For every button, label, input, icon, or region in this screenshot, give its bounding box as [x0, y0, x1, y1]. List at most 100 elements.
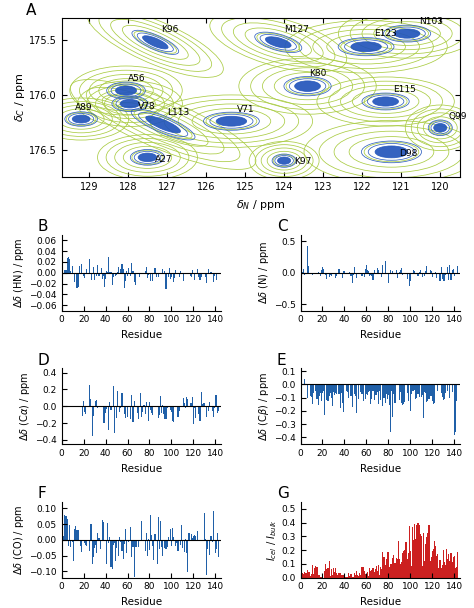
Bar	[432, 550, 433, 578]
Bar	[334, 572, 335, 578]
Bar	[145, 540, 146, 550]
Bar	[82, 540, 83, 541]
Bar	[321, 577, 322, 578]
Bar	[158, 406, 159, 418]
Bar	[89, 385, 90, 406]
Bar	[120, 406, 121, 408]
Bar	[453, 269, 454, 273]
Bar	[155, 273, 156, 277]
Bar	[106, 406, 107, 409]
Bar	[442, 384, 443, 396]
Bar	[96, 540, 97, 553]
Bar	[392, 558, 393, 578]
Bar	[204, 273, 205, 274]
Bar	[370, 273, 371, 275]
Bar	[184, 273, 185, 274]
Bar	[94, 273, 95, 280]
Bar	[69, 259, 70, 273]
Bar	[313, 384, 314, 393]
Bar	[370, 572, 371, 578]
Bar	[374, 569, 376, 578]
X-axis label: Residue: Residue	[360, 597, 401, 607]
Bar	[450, 273, 452, 280]
Bar	[314, 568, 315, 578]
Text: A: A	[26, 3, 36, 18]
Bar	[106, 271, 107, 273]
Bar	[354, 573, 355, 578]
Bar	[95, 540, 96, 545]
Bar	[195, 273, 196, 274]
Bar	[118, 267, 119, 273]
Text: K96: K96	[161, 24, 179, 33]
Bar	[448, 554, 449, 578]
Bar	[113, 273, 114, 277]
Bar	[384, 261, 386, 273]
Bar	[402, 273, 403, 275]
X-axis label: Residue: Residue	[121, 597, 162, 607]
Bar	[217, 273, 218, 274]
Text: F: F	[38, 486, 46, 501]
Bar	[399, 559, 400, 578]
Bar	[329, 273, 331, 275]
Bar	[424, 273, 425, 275]
Bar	[445, 273, 446, 275]
Bar	[386, 384, 387, 394]
Bar	[195, 406, 196, 418]
Bar	[320, 384, 321, 393]
Bar	[339, 573, 341, 578]
Bar	[452, 562, 453, 578]
Bar	[404, 550, 405, 578]
Bar	[66, 258, 68, 273]
Bar	[170, 273, 171, 278]
Bar	[362, 384, 363, 394]
Bar	[192, 396, 193, 406]
Bar	[103, 522, 104, 540]
Bar	[312, 273, 313, 275]
Bar	[347, 384, 348, 392]
Bar	[454, 556, 455, 578]
Bar	[215, 395, 216, 406]
Bar	[426, 384, 428, 402]
Bar	[356, 571, 357, 578]
Bar	[414, 384, 415, 390]
Bar	[320, 577, 321, 578]
Bar	[348, 573, 349, 578]
Ellipse shape	[143, 36, 168, 49]
Bar	[346, 273, 347, 274]
Bar	[448, 273, 449, 280]
Bar	[338, 384, 339, 395]
Bar	[313, 574, 314, 578]
Bar	[350, 574, 352, 578]
Bar	[131, 540, 132, 557]
Bar	[170, 528, 171, 540]
Bar	[124, 273, 125, 288]
Bar	[317, 567, 318, 578]
Bar	[440, 267, 442, 273]
Bar	[422, 273, 423, 277]
Bar	[200, 273, 201, 280]
Bar	[371, 570, 373, 578]
Bar	[434, 541, 435, 578]
Bar	[383, 384, 384, 398]
Bar	[422, 566, 423, 578]
Bar	[393, 555, 394, 578]
Bar	[72, 266, 73, 273]
Bar	[201, 404, 203, 406]
Bar	[140, 393, 141, 406]
Bar	[373, 384, 374, 391]
Bar	[436, 556, 437, 578]
Bar	[432, 273, 433, 277]
Bar	[348, 384, 349, 398]
Bar	[437, 554, 438, 578]
Bar	[161, 540, 162, 547]
Bar	[131, 395, 132, 406]
Bar	[86, 540, 87, 546]
Bar	[187, 540, 189, 572]
Bar	[323, 269, 324, 273]
Y-axis label: $\delta_C$ / ppm: $\delta_C$ / ppm	[13, 73, 27, 122]
Bar	[185, 273, 186, 274]
Bar	[104, 406, 105, 423]
Bar	[423, 384, 424, 418]
Bar	[392, 384, 393, 418]
Bar	[358, 384, 359, 399]
